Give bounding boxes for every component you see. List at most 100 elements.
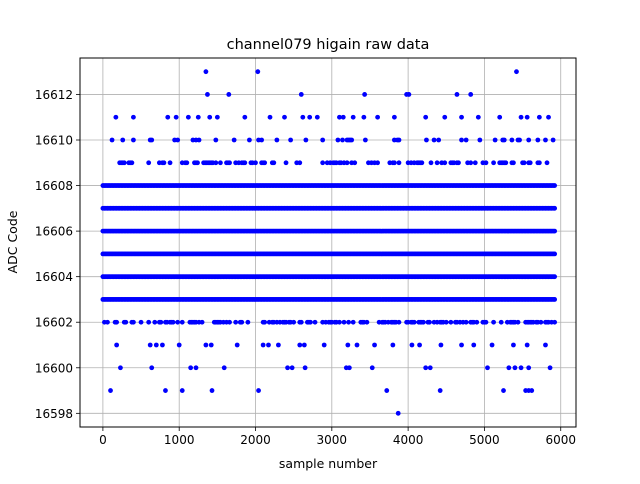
data-point bbox=[120, 137, 126, 143]
data-point bbox=[149, 137, 155, 143]
x-tick-label: 0 bbox=[99, 433, 107, 447]
data-point bbox=[448, 319, 454, 325]
data-point bbox=[227, 160, 232, 166]
data-point bbox=[239, 319, 245, 325]
data-point bbox=[552, 274, 558, 280]
x-tick-label: 3000 bbox=[317, 433, 348, 447]
data-point bbox=[346, 365, 352, 371]
data-point bbox=[463, 319, 469, 325]
data-point bbox=[442, 160, 448, 166]
data-point bbox=[256, 388, 261, 393]
data-point bbox=[340, 137, 345, 143]
data-point bbox=[105, 319, 110, 325]
data-point bbox=[207, 114, 213, 120]
x-tick-label: 1000 bbox=[164, 433, 195, 447]
data-point bbox=[552, 319, 558, 325]
data-point bbox=[203, 69, 209, 75]
data-point bbox=[491, 319, 496, 325]
data-point bbox=[121, 160, 127, 166]
data-point bbox=[518, 114, 524, 120]
data-point bbox=[536, 160, 542, 166]
data-point bbox=[262, 319, 268, 325]
data-point bbox=[109, 137, 115, 143]
data-point bbox=[129, 160, 135, 166]
y-tick-label: 16610 bbox=[35, 134, 73, 148]
data-point bbox=[179, 319, 185, 325]
data-point bbox=[511, 342, 516, 348]
data-point bbox=[485, 365, 490, 371]
data-point bbox=[501, 388, 506, 393]
data-point bbox=[511, 160, 516, 166]
data-point bbox=[337, 319, 342, 325]
data-point bbox=[424, 137, 429, 143]
data-point bbox=[417, 342, 422, 348]
data-point bbox=[175, 137, 181, 143]
y-tick-label: 16598 bbox=[35, 407, 73, 421]
x-tick-label: 2000 bbox=[240, 433, 271, 447]
data-point bbox=[274, 137, 280, 143]
data-point bbox=[234, 342, 240, 348]
data-point bbox=[175, 319, 181, 325]
data-point bbox=[472, 160, 478, 166]
data-point bbox=[552, 183, 558, 188]
data-point bbox=[259, 137, 265, 143]
data-point bbox=[321, 342, 327, 348]
data-point bbox=[454, 92, 460, 97]
data-point bbox=[384, 388, 390, 393]
data-point bbox=[536, 114, 542, 120]
data-point bbox=[308, 319, 313, 325]
data-point bbox=[289, 365, 295, 371]
data-point bbox=[131, 114, 136, 120]
data-point bbox=[118, 365, 123, 371]
data-point bbox=[468, 160, 474, 166]
data-point bbox=[459, 114, 464, 120]
data-point bbox=[443, 319, 449, 325]
data-point bbox=[303, 137, 309, 143]
data-point bbox=[158, 319, 164, 325]
y-tick-label: 16606 bbox=[35, 225, 73, 239]
data-point bbox=[340, 114, 346, 120]
data-point bbox=[475, 114, 481, 120]
data-point bbox=[427, 365, 433, 371]
data-point bbox=[442, 114, 448, 120]
data-point bbox=[501, 137, 507, 143]
data-point bbox=[298, 92, 304, 97]
data-point bbox=[552, 205, 558, 211]
data-point bbox=[471, 342, 477, 348]
data-point bbox=[503, 160, 509, 166]
data-point bbox=[291, 319, 297, 325]
data-point bbox=[350, 114, 356, 120]
data-point bbox=[314, 114, 320, 120]
data-point bbox=[260, 342, 266, 348]
data-point bbox=[108, 388, 113, 393]
data-point bbox=[372, 342, 377, 348]
data-point bbox=[276, 342, 281, 348]
data-point bbox=[170, 319, 176, 325]
y-tick-label: 16604 bbox=[35, 270, 73, 284]
x-axis-label: sample number bbox=[279, 456, 378, 471]
data-point bbox=[203, 342, 209, 348]
x-tick-label: 6000 bbox=[545, 433, 576, 447]
data-point bbox=[483, 160, 489, 166]
data-point bbox=[524, 114, 530, 120]
axes-frame bbox=[79, 57, 577, 428]
data-point bbox=[335, 137, 341, 143]
data-point bbox=[477, 137, 483, 143]
data-point bbox=[113, 114, 119, 120]
data-point bbox=[255, 69, 261, 75]
data-point bbox=[396, 319, 402, 325]
data-point bbox=[209, 388, 215, 393]
data-point bbox=[362, 137, 368, 143]
data-point bbox=[153, 342, 159, 348]
data-point bbox=[524, 342, 530, 348]
data-point bbox=[369, 365, 375, 371]
data-point bbox=[375, 114, 380, 120]
data-point bbox=[538, 319, 544, 325]
data-point bbox=[468, 92, 474, 97]
y-tick-label: 16608 bbox=[35, 179, 73, 193]
data-point bbox=[196, 137, 202, 143]
data-point bbox=[514, 69, 519, 75]
